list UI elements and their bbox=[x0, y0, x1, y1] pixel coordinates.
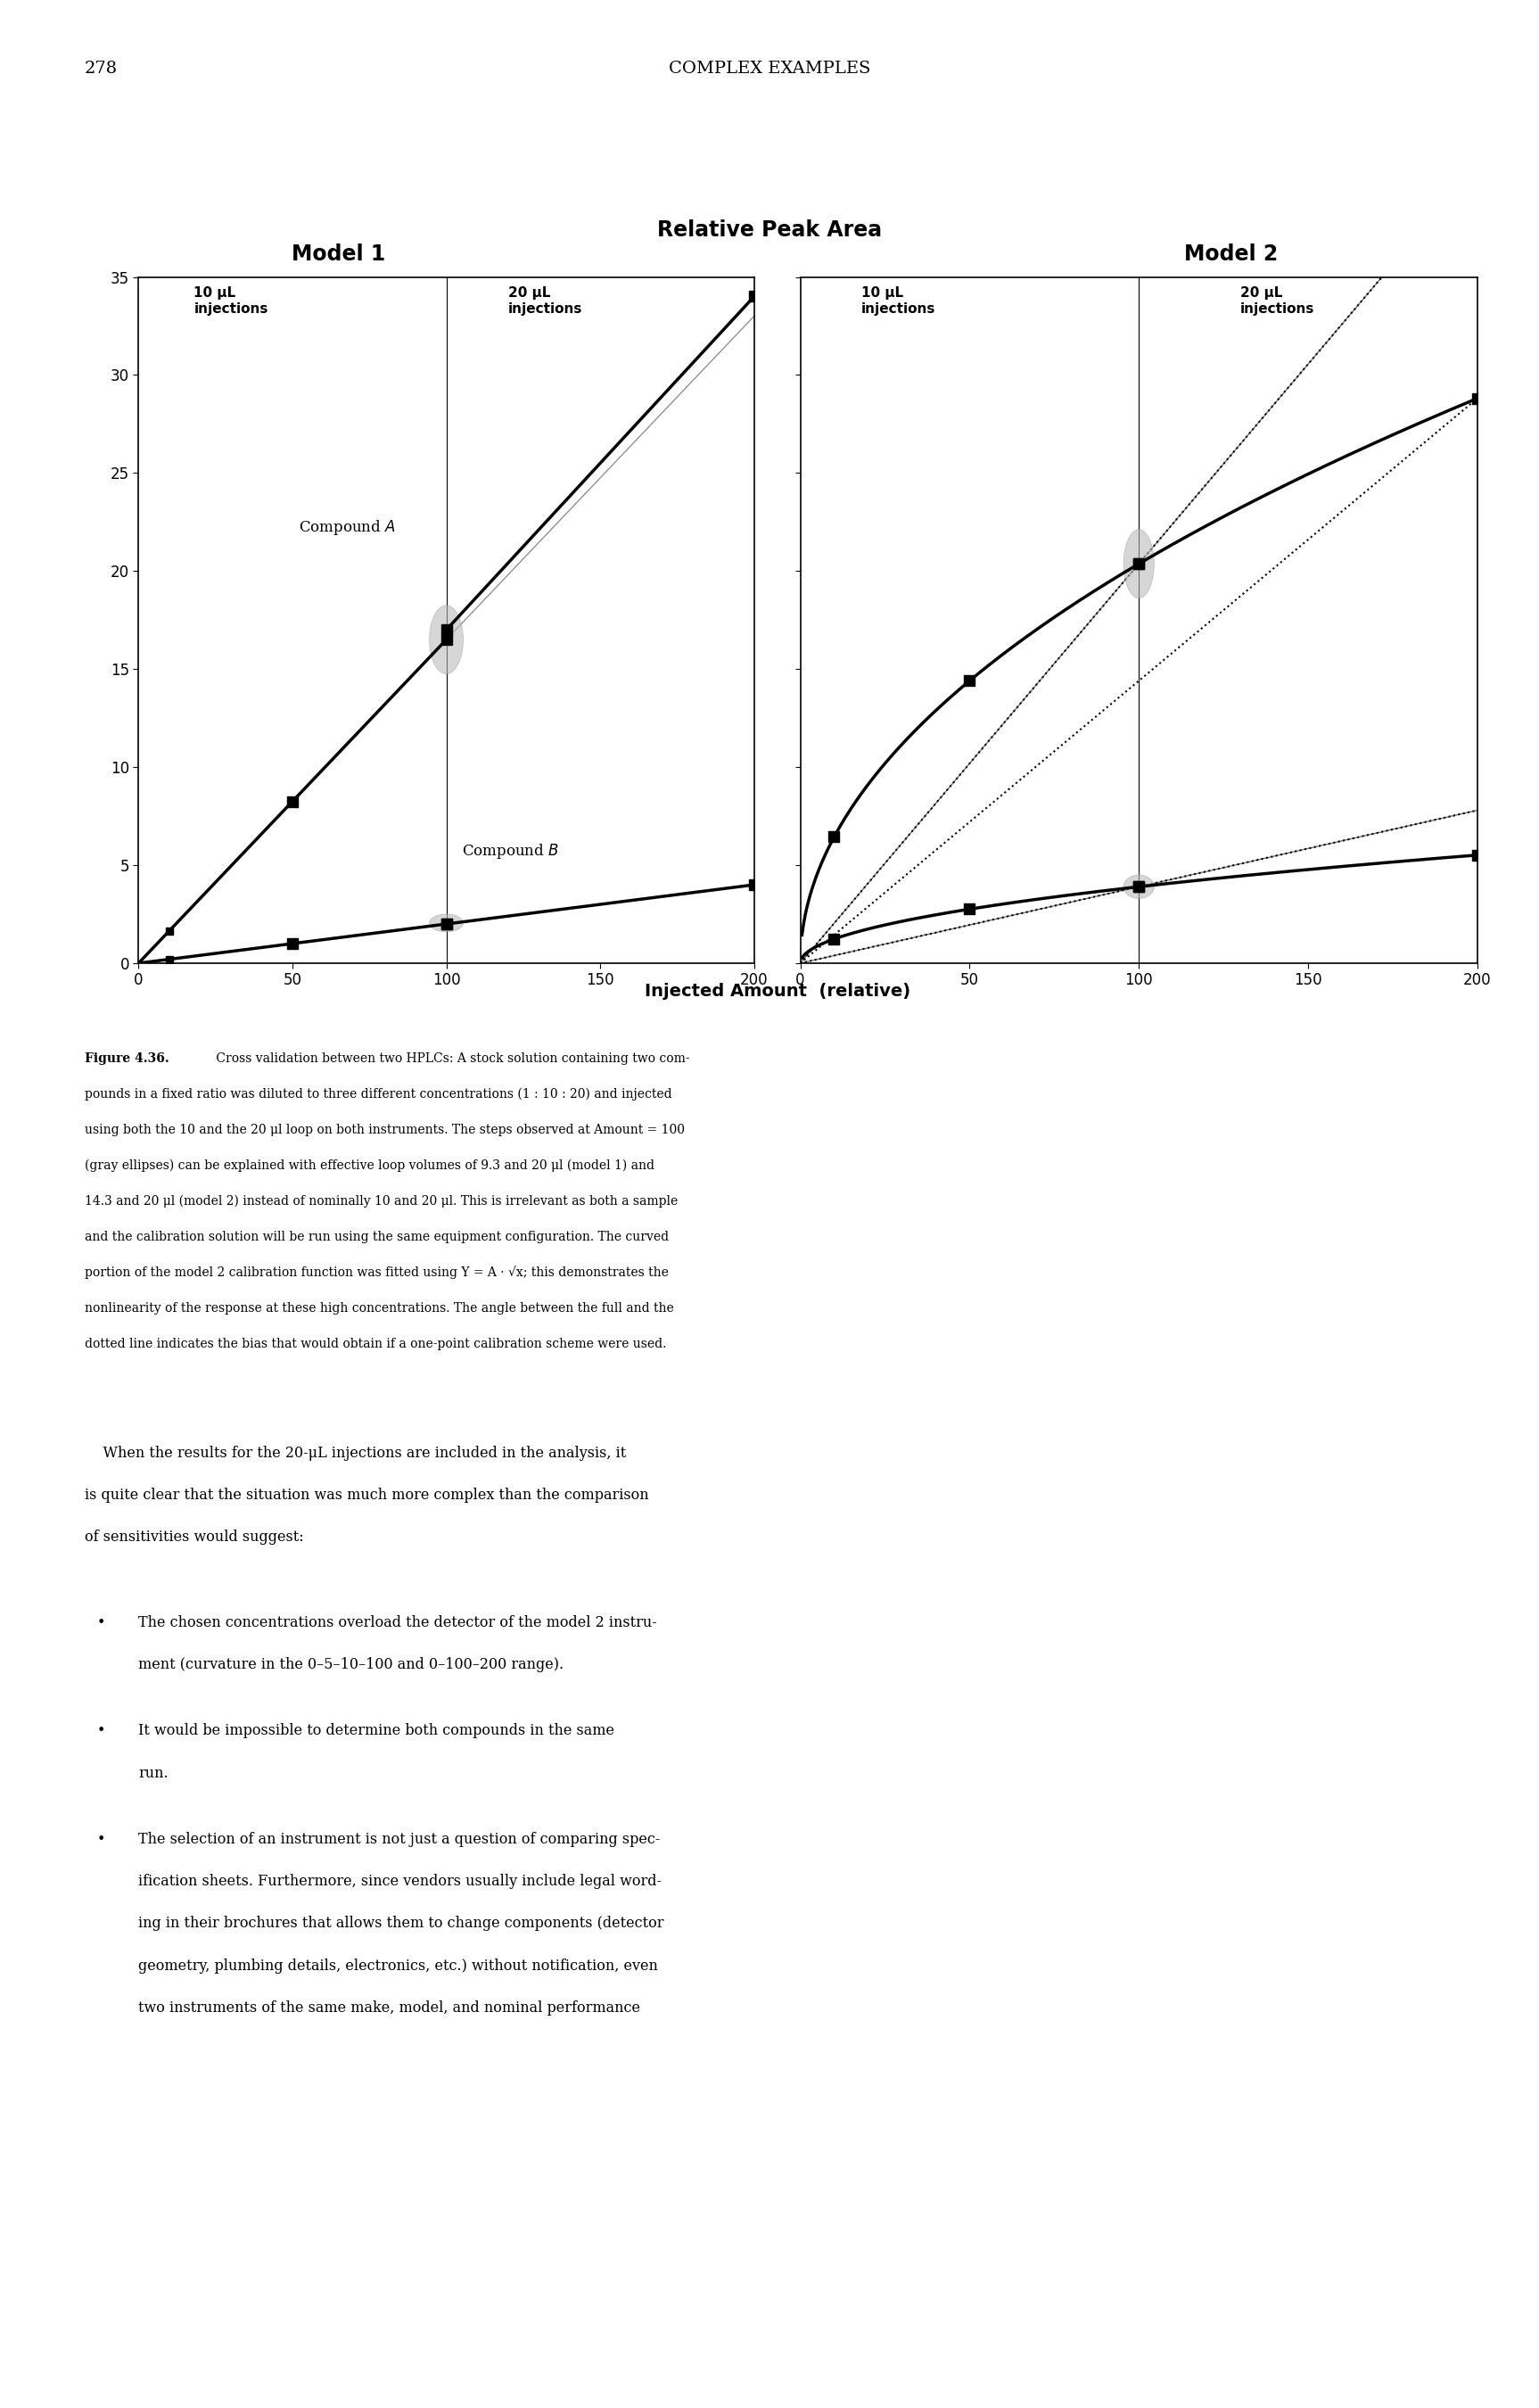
Text: 10 μL
injections: 10 μL injections bbox=[862, 287, 936, 315]
Text: Compound $\mathit{B}$: Compound $\mathit{B}$ bbox=[462, 843, 559, 860]
Text: Model 1: Model 1 bbox=[292, 243, 385, 265]
Text: Injected Amount  (relative): Injected Amount (relative) bbox=[645, 982, 910, 999]
Text: When the results for the 20-μL injections are included in the analysis, it: When the results for the 20-μL injection… bbox=[85, 1445, 626, 1459]
Text: geometry, plumbing details, electronics, etc.) without notification, even: geometry, plumbing details, electronics,… bbox=[139, 1958, 659, 1972]
Text: ification sheets. Furthermore, since vendors usually include legal word-: ification sheets. Furthermore, since ven… bbox=[139, 1873, 662, 1888]
Text: ment (curvature in the 0–5–10–100 and 0–100–200 range).: ment (curvature in the 0–5–10–100 and 0–… bbox=[139, 1657, 563, 1671]
Text: two instruments of the same make, model, and nominal performance: two instruments of the same make, model,… bbox=[139, 2001, 640, 2015]
Text: and the calibration solution will be run using the same equipment configuration.: and the calibration solution will be run… bbox=[85, 1230, 669, 1243]
Text: dotted line indicates the bias that would obtain if a one-point calibration sche: dotted line indicates the bias that woul… bbox=[85, 1336, 666, 1351]
Text: of sensitivities would suggest:: of sensitivities would suggest: bbox=[85, 1529, 303, 1544]
Text: nonlinearity of the response at these high concentrations. The angle between the: nonlinearity of the response at these hi… bbox=[85, 1303, 674, 1315]
Text: Cross validation between two HPLCs: A stock solution containing two com-: Cross validation between two HPLCs: A st… bbox=[212, 1052, 689, 1064]
Text: It would be impossible to determine both compounds in the same: It would be impossible to determine both… bbox=[139, 1724, 614, 1739]
Text: Compound $\mathit{A}$: Compound $\mathit{A}$ bbox=[299, 518, 396, 537]
Text: ing in their brochures that allows them to change components (detector: ing in their brochures that allows them … bbox=[139, 1917, 665, 1931]
Text: •: • bbox=[97, 1724, 105, 1739]
Text: using both the 10 and the 20 μl loop on both instruments. The steps observed at : using both the 10 and the 20 μl loop on … bbox=[85, 1125, 685, 1137]
Text: 20 μL
injections: 20 μL injections bbox=[1240, 287, 1314, 315]
Text: 14.3 and 20 μl (model 2) instead of nominally 10 and 20 μl. This is irrelevant a: 14.3 and 20 μl (model 2) instead of nomi… bbox=[85, 1194, 677, 1209]
Text: pounds in a fixed ratio was diluted to three different concentrations (1 : 10 : : pounds in a fixed ratio was diluted to t… bbox=[85, 1088, 673, 1100]
Text: Figure 4.36.: Figure 4.36. bbox=[85, 1052, 169, 1064]
Ellipse shape bbox=[429, 604, 463, 674]
Text: 278: 278 bbox=[85, 60, 119, 77]
Ellipse shape bbox=[1123, 530, 1154, 597]
Text: 10 μL
injections: 10 μL injections bbox=[194, 287, 268, 315]
Text: run.: run. bbox=[139, 1765, 168, 1780]
Text: Model 2: Model 2 bbox=[1185, 243, 1277, 265]
Text: Relative Peak Area: Relative Peak Area bbox=[657, 219, 882, 241]
Text: (gray ellipses) can be explained with effective loop volumes of 9.3 and 20 μl (m: (gray ellipses) can be explained with ef… bbox=[85, 1158, 654, 1173]
Ellipse shape bbox=[1123, 874, 1154, 898]
Text: The chosen concentrations overload the detector of the model 2 instru-: The chosen concentrations overload the d… bbox=[139, 1616, 657, 1630]
Text: is quite clear that the situation was much more complex than the comparison: is quite clear that the situation was mu… bbox=[85, 1488, 649, 1503]
Text: 20 μL
injections: 20 μL injections bbox=[508, 287, 582, 315]
Text: portion of the model 2 calibration function was fitted using Y = A · √x; this de: portion of the model 2 calibration funct… bbox=[85, 1267, 668, 1279]
Text: •: • bbox=[97, 1616, 105, 1630]
Ellipse shape bbox=[429, 915, 463, 932]
Text: The selection of an instrument is not just a question of comparing spec-: The selection of an instrument is not ju… bbox=[139, 1832, 660, 1847]
Text: COMPLEX EXAMPLES: COMPLEX EXAMPLES bbox=[668, 60, 871, 77]
Text: •: • bbox=[97, 1832, 105, 1847]
